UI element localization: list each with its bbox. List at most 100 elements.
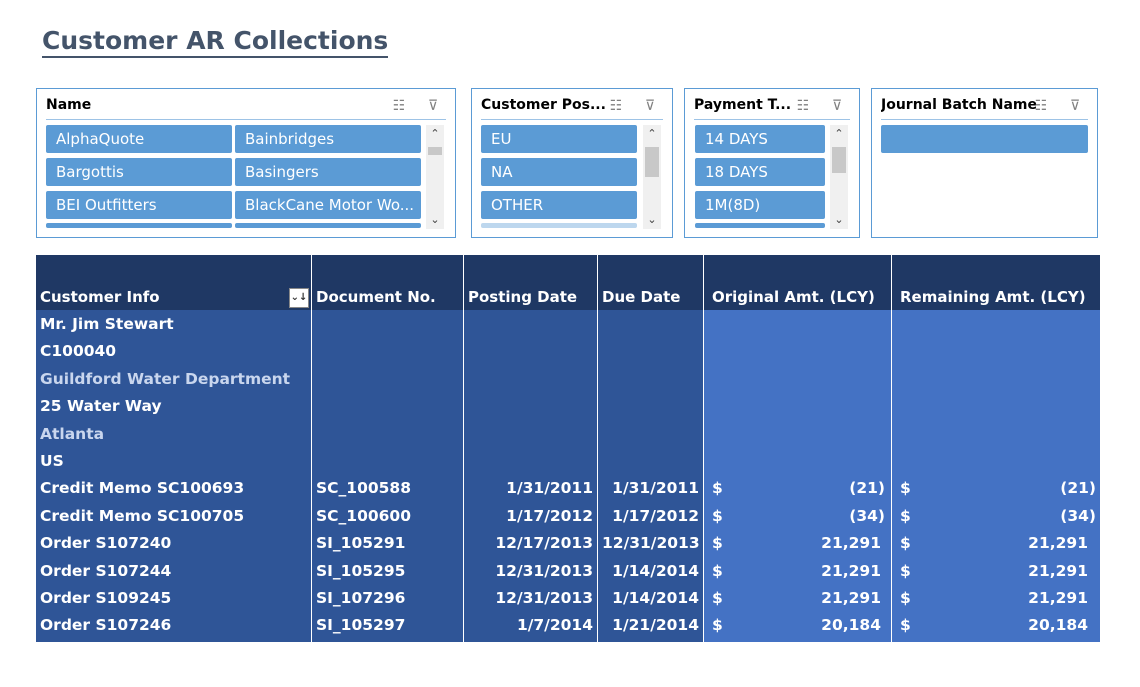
slicer-item[interactable]: 1M(8D) [695,191,825,219]
clear-filter-icon[interactable]: ⊽ [427,98,439,114]
slicer-header: Customer Pos... ☷ ⊽ [481,94,663,120]
scrollbar[interactable]: ⌃ ⌄ [426,125,444,229]
scroll-thumb[interactable] [428,147,442,155]
scrollbar[interactable]: ⌃ ⌄ [830,125,848,229]
scroll-down-icon[interactable]: ⌄ [647,213,657,226]
row-original-amt: $ (34) [712,506,885,525]
scrollbar[interactable]: ⌃ ⌄ [643,125,661,229]
col-customer-info: Customer Info ⌄↓ Mr. Jim Stewart C100040… [36,255,312,642]
row-remaining-amt: $ (34) [900,506,1096,525]
customer-address: 25 Water Way [40,397,162,416]
slicer-journal-batch: Journal Batch Name ☷ ⊽ [871,88,1098,238]
row-doc: SI_105297 [316,616,406,635]
header-customer-info: Customer Info ⌄↓ [36,255,311,310]
row-remaining-amt: $21,291 [900,561,1088,580]
slicer-item[interactable]: 18 DAYS [695,158,825,186]
row-remaining-amt: $ (21) [900,479,1096,498]
row-posting-date: 12/17/2013 [495,534,593,553]
row-original-amt: $21,291 [712,589,881,607]
clear-filter-icon[interactable]: ⊽ [831,98,843,114]
row-posting-date: 1/17/2012 [506,506,593,525]
header-due-date: Due Date [598,255,703,310]
page-title: Customer AR Collections [42,26,389,58]
row-remaining-amt: $21,291 [900,534,1088,553]
row-remaining-amt: $21,291 [900,589,1088,607]
slicer-customer-posting: Customer Pos... ☷ ⊽ EU NA OTHER ⌃ ⌄ [471,88,673,238]
customer-city: Atlanta [40,424,105,443]
scroll-up-icon[interactable]: ⌃ [430,127,440,140]
slicer-item-partial[interactable] [695,223,825,228]
row-doc: SI_105295 [316,561,406,580]
header-posting-date: Posting Date [464,255,597,310]
slicer-title: Customer Pos... [481,97,606,113]
scroll-up-icon[interactable]: ⌃ [647,127,657,140]
header-remaining-amt: Remaining Amt. (LCY) [892,255,1100,310]
slicer-header: Name ☷ ⊽ [46,94,446,120]
scroll-down-icon[interactable]: ⌄ [834,213,844,226]
multi-select-icon[interactable]: ☷ [609,98,623,114]
slicer-item[interactable]: EU [481,125,637,153]
multi-select-icon[interactable]: ☷ [392,98,406,114]
row-doc: SI_107296 [316,589,406,607]
pivot-table: Customer Info ⌄↓ Mr. Jim Stewart C100040… [36,255,1100,642]
row-due-date: 1/17/2012 [612,506,699,525]
row-info: Credit Memo SC100693 [40,479,245,498]
row-posting-date: 12/31/2013 [495,561,593,580]
row-due-date: 1/14/2014 [612,561,699,580]
slicer-title: Name [46,97,92,113]
row-due-date: 1/14/2014 [612,589,699,607]
slicer-header: Journal Batch Name ☷ ⊽ [881,94,1088,120]
header-document-no: Document No. [312,255,463,310]
row-original-amt: $20,184 [712,616,881,635]
row-doc: SI_105291 [316,534,406,553]
row-info: Order S107244 [40,561,172,580]
clear-filter-icon[interactable]: ⊽ [644,98,656,114]
filter-dropdown-icon[interactable]: ⌄↓ [289,288,309,308]
slicer-item-partial[interactable] [235,223,421,228]
row-info: Order S107246 [40,616,172,635]
row-original-amt: $ (21) [712,479,885,498]
col-document-no: Document No. SC_100588 SC_100600 SI_1052… [312,255,464,642]
slicer-item-partial[interactable] [46,223,232,228]
row-posting-date: 12/31/2013 [495,589,593,607]
row-doc: SC_100588 [316,479,411,498]
col-original-amt: Original Amt. (LCY) $ (21) $ (34) $21,291 … [704,255,892,642]
slicer-item[interactable]: BlackCane Motor Wo... [235,191,421,219]
slicer-item[interactable]: BEI Outfitters [46,191,232,219]
row-info: Order S107240 [40,534,172,553]
scroll-thumb[interactable] [645,147,659,177]
slicer-name: Name ☷ ⊽ AlphaQuote Bainbridges Bargotti… [36,88,456,238]
customer-country: US [40,452,64,470]
row-posting-date: 1/31/2011 [506,479,593,498]
slicer-item-blank[interactable] [881,125,1088,153]
row-original-amt: $21,291 [712,561,881,580]
clear-filter-icon[interactable]: ⊽ [1069,98,1081,114]
col-remaining-amt: Remaining Amt. (LCY) $ (21) $ (34) $21,291… [892,255,1100,642]
slicer-title: Payment T... [694,97,792,113]
row-due-date: 1/31/2011 [612,479,699,498]
slicer-item[interactable]: Bainbridges [235,125,421,153]
slicer-header: Payment T... ☷ ⊽ [694,94,850,120]
slicer-item[interactable]: AlphaQuote [46,125,232,153]
row-due-date: 1/21/2014 [612,616,699,635]
scroll-down-icon[interactable]: ⌄ [430,213,440,226]
slicer-item[interactable]: 14 DAYS [695,125,825,153]
slicer-item[interactable]: OTHER [481,191,637,219]
row-info: Order S109245 [40,589,172,607]
slicer-item[interactable]: Basingers [235,158,421,186]
multi-select-icon[interactable]: ☷ [796,98,810,114]
header-original-amt: Original Amt. (LCY) [704,255,891,310]
row-due-date: 12/31/2013 [602,534,700,553]
scroll-thumb[interactable] [832,147,846,173]
slicer-payment-terms: Payment T... ☷ ⊽ 14 DAYS 18 DAYS 1M(8D) … [684,88,860,238]
multi-select-icon[interactable]: ☷ [1034,98,1048,114]
col-due-date: Due Date 1/31/2011 1/17/2012 12/31/2013 … [598,255,704,642]
slicer-item-partial[interactable] [481,223,637,228]
customer-company: Guildford Water Department [40,369,291,388]
scroll-up-icon[interactable]: ⌃ [834,127,844,140]
row-info: Credit Memo SC100705 [40,506,245,525]
row-original-amt: $21,291 [712,534,881,553]
slicer-item[interactable]: NA [481,158,637,186]
customer-id: C100040 [40,342,117,361]
slicer-item[interactable]: Bargottis [46,158,232,186]
